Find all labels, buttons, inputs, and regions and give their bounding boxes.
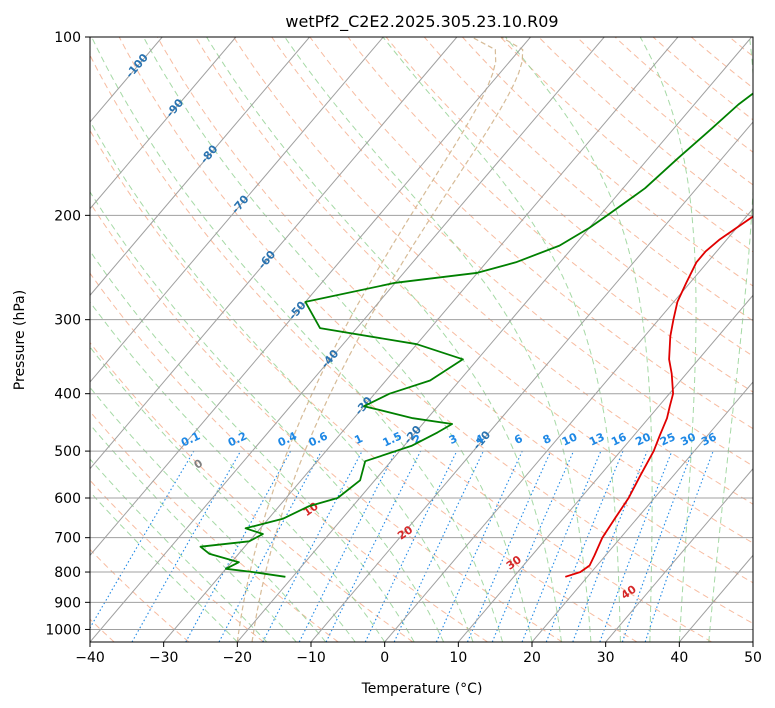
dewpoint-profile-line xyxy=(199,92,753,578)
isotherm-line xyxy=(90,37,237,210)
y-tick-label: 1000 xyxy=(45,622,81,638)
isotherm-line xyxy=(384,207,753,642)
mixing-ratio-line xyxy=(185,450,292,642)
isotherm-line xyxy=(457,294,753,642)
x-tick-label: −40 xyxy=(75,650,105,666)
moist-adiabat-line xyxy=(639,37,697,642)
dry-adiabat-line xyxy=(90,272,488,642)
moist-adiabat-line xyxy=(90,346,356,642)
moist-adiabat-line xyxy=(91,37,503,642)
dry-adiabat-line xyxy=(423,37,753,322)
dry-adiabat-line xyxy=(309,37,753,430)
isotherm-line xyxy=(90,37,531,557)
mixing-ratio-line xyxy=(572,450,648,642)
y-tick-label: 200 xyxy=(54,208,81,224)
moist-adiabat-line xyxy=(142,37,533,642)
mixing-ratio-line xyxy=(621,450,693,642)
mixing-ratio-line xyxy=(218,450,322,642)
mixing-ratio-line xyxy=(644,450,714,642)
moist-adiabat-line xyxy=(504,37,653,642)
chart-title: wetPf2_C2E2.2025.305.23.10.R09 xyxy=(285,12,558,32)
isotherm-line xyxy=(236,37,752,642)
mixing-ratio-label: 16 xyxy=(609,430,629,448)
dry-adiabat-line xyxy=(385,37,753,357)
x-tick-label: 20 xyxy=(523,650,541,666)
isotherm-line xyxy=(310,121,753,642)
mixing-ratio-line xyxy=(298,450,397,642)
mixing-ratio-line xyxy=(435,450,523,642)
y-tick-label: 900 xyxy=(54,595,81,611)
dry-adiabat-line xyxy=(90,129,638,642)
y-tick-label: 500 xyxy=(54,444,81,460)
y-tick-label: 600 xyxy=(54,491,81,507)
mixing-ratio-label: 13 xyxy=(587,430,606,448)
isotherm-lines xyxy=(90,37,753,642)
y-tick-label: 100 xyxy=(54,30,81,46)
x-tick-label: −10 xyxy=(296,650,326,666)
temperature-profile-line xyxy=(565,215,753,578)
mixing-ratio-lines xyxy=(90,450,714,642)
mixing-ratio-label: 20 xyxy=(633,430,653,448)
x-axis-label: Temperature (°C) xyxy=(361,681,483,697)
mixing-ratio-line xyxy=(466,450,552,642)
theta-e-line xyxy=(236,37,497,642)
dry-adiabat-line xyxy=(90,54,712,642)
dry-adiabats xyxy=(90,37,753,642)
moist-adiabat-line xyxy=(284,37,592,642)
y-tick-label: 300 xyxy=(54,313,81,329)
moist-adiabat-line xyxy=(382,37,621,642)
isobar-gridlines xyxy=(90,37,753,630)
mixing-ratio-line xyxy=(545,450,624,642)
x-axis-ticks: −40 −30 −20 −10 0 10 20 30 40 50 xyxy=(75,642,762,666)
moist-adiabat-line xyxy=(206,37,562,642)
x-tick-label: −20 xyxy=(223,650,253,666)
dry-adiabat-line xyxy=(347,37,753,393)
y-tick-label: 800 xyxy=(54,565,81,581)
x-tick-label: 30 xyxy=(597,650,615,666)
dry-adiabat-line xyxy=(90,548,190,642)
isotherm-line xyxy=(90,37,384,383)
mixing-ratio-label: 10 xyxy=(560,430,580,448)
isotherm-line xyxy=(90,37,458,470)
mixing-ratio-label: 30 xyxy=(679,430,699,448)
y-axis-label: Pressure (hPa) xyxy=(12,290,28,390)
x-tick-label: 50 xyxy=(744,650,762,666)
mixing-ratio-line xyxy=(599,450,673,642)
isotherm-line xyxy=(531,381,753,642)
mixing-ratio-label: 25 xyxy=(658,430,677,448)
x-tick-label: 0 xyxy=(380,650,389,666)
theta-e-curves xyxy=(236,37,524,642)
y-tick-label: 400 xyxy=(54,387,81,403)
isotherm-line xyxy=(90,37,605,642)
isotherm-line xyxy=(605,467,753,642)
moist-adiabat-line xyxy=(708,37,753,642)
moist-adiabat-line xyxy=(90,386,327,642)
x-tick-label: 10 xyxy=(449,650,467,666)
x-tick-label: 40 xyxy=(670,650,688,666)
moist-adiabat-line xyxy=(90,120,474,642)
isotherm-line xyxy=(90,37,310,297)
plot-frame xyxy=(89,36,754,643)
y-tick-label: 700 xyxy=(54,531,81,547)
dry-adiabat-line xyxy=(90,341,414,642)
theta-e-line xyxy=(251,37,524,642)
plot-area: -100-90-80-70-60-50-40-30-20 -10010203040… xyxy=(90,37,753,642)
profile-series xyxy=(199,92,753,578)
mixing-ratio-line xyxy=(325,450,422,642)
y-axis-ticks: 100 200 300 400 500 600 700 800 900 1000 xyxy=(45,30,90,638)
moist-adiabat-line xyxy=(90,301,386,642)
mixing-ratio-line xyxy=(521,450,602,642)
mixing-ratio-label: 36 xyxy=(699,430,719,448)
x-tick-label: −30 xyxy=(149,650,179,666)
moist-adiabat-line xyxy=(90,491,238,642)
